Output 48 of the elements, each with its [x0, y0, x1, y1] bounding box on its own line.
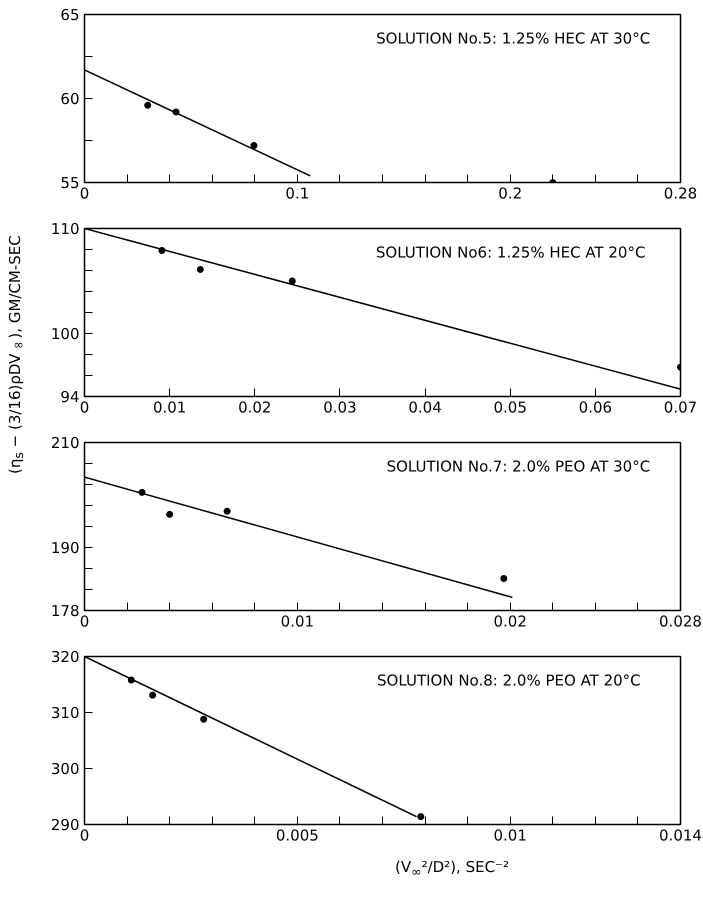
y-tick-label: 210 [50, 434, 80, 452]
x-tick-label: 0.1 [285, 184, 310, 202]
annotation: SOLUTION No.5: 1.25% HEC AT 30°C [376, 30, 650, 48]
x-tick-label: 0.01 [494, 826, 527, 844]
point [166, 510, 174, 518]
y-tick-label: 65 [60, 6, 80, 24]
point [144, 102, 152, 109]
x-tick-label: 0.2 [498, 184, 522, 202]
y-tick-label: 300 [50, 760, 80, 778]
y-tick-label: 310 [50, 704, 80, 722]
x-tick-label: 0.05 [494, 398, 527, 416]
x-tick-label: 0.005 [276, 826, 319, 844]
x-tick-label: 0.02 [238, 398, 272, 416]
y-tick-label: 60 [60, 90, 80, 108]
y-tick-label: 178 [50, 602, 80, 620]
x-tick-label: 0 [80, 184, 90, 202]
point [500, 574, 508, 582]
x-tick-label: 0.01 [280, 612, 314, 630]
x-tick-label: 0.014 [659, 826, 702, 844]
point [250, 142, 258, 150]
y-tick-label: 290 [50, 816, 80, 834]
y-tick-label: 55 [60, 174, 80, 192]
point [224, 508, 231, 515]
point [200, 716, 208, 723]
y-tick-label: 110 [50, 220, 80, 238]
x-tick-label: 0.04 [408, 398, 442, 416]
x-tick-label: 0.028 [659, 612, 702, 630]
x-tick-label: 0 [80, 826, 90, 844]
y-tick-label: 100 [50, 325, 80, 343]
x-axis-title: (V$_{∞}$²/D²), SEC⁻² [395, 857, 509, 881]
point [149, 692, 156, 699]
point [288, 278, 296, 284]
annotation: SOLUTION No.7: 2.0% PEO AT 30°C [386, 458, 650, 476]
y-tick-label: 320 [50, 648, 80, 666]
annotation: SOLUTION No.8: 2.0% PEO AT 20°C [377, 672, 641, 690]
point [417, 813, 424, 820]
x-tick-label: 0 [80, 612, 90, 630]
x-tick-label: 0.01 [152, 398, 186, 416]
annotation: SOLUTION No6: 1.25% HEC AT 20°C [376, 244, 646, 262]
x-tick-label: 0.02 [494, 612, 527, 630]
y-tick-label: 190 [50, 539, 80, 557]
x-tick-label: 0.03 [323, 398, 357, 416]
x-tick-label: 0.06 [578, 398, 612, 416]
x-tick-label: 0 [80, 398, 90, 416]
point [196, 266, 204, 273]
y-tick-label: 94 [60, 388, 80, 406]
x-tick-label: 0.07 [664, 398, 698, 416]
x-tick-label: 0.28 [664, 184, 698, 202]
